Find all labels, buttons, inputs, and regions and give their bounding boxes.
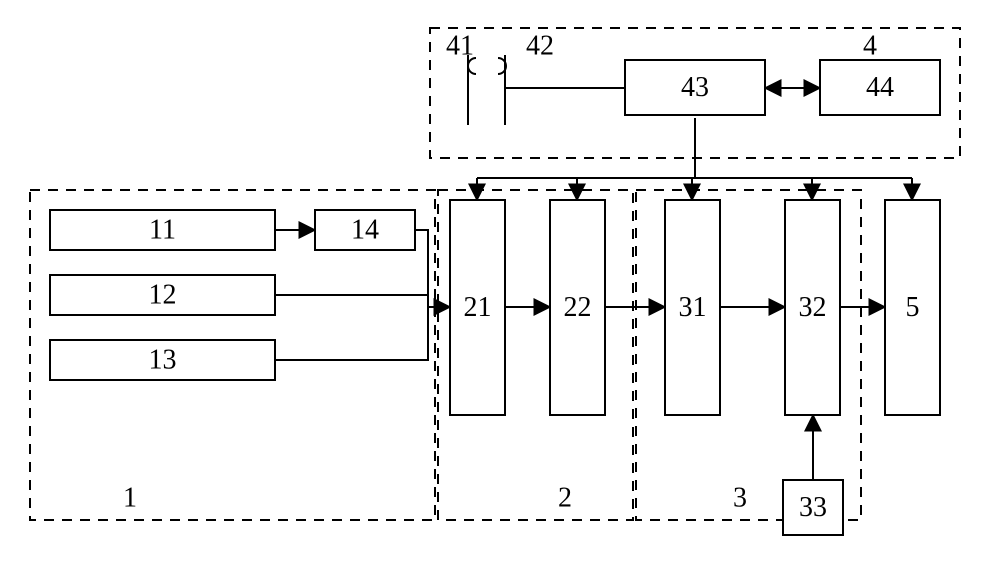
block-label-31: 31: [679, 292, 707, 323]
block-label-22: 22: [564, 292, 592, 323]
block-label-32: 32: [799, 292, 827, 323]
group-label-3: 3: [733, 482, 747, 513]
block-label-14: 14: [351, 214, 379, 245]
block-label-44: 44: [866, 72, 894, 103]
connector-3: [275, 307, 450, 360]
block-label-43: 43: [681, 72, 709, 103]
block-label-5: 5: [906, 292, 920, 323]
group-label-1: 1: [123, 482, 137, 513]
block-label-13: 13: [149, 344, 177, 375]
block-label-42: 42: [526, 30, 554, 61]
block-diagram: 4123414243441114121321223132533: [0, 0, 1000, 566]
connector-10: [477, 118, 695, 178]
block-label-21: 21: [464, 292, 492, 323]
group-label-2: 2: [558, 482, 572, 513]
block-label-33: 33: [799, 492, 827, 523]
block-label-41: 41: [446, 30, 474, 61]
block-label-11: 11: [149, 214, 176, 245]
group-label-4: 4: [863, 30, 877, 61]
block-label-12: 12: [149, 279, 177, 310]
